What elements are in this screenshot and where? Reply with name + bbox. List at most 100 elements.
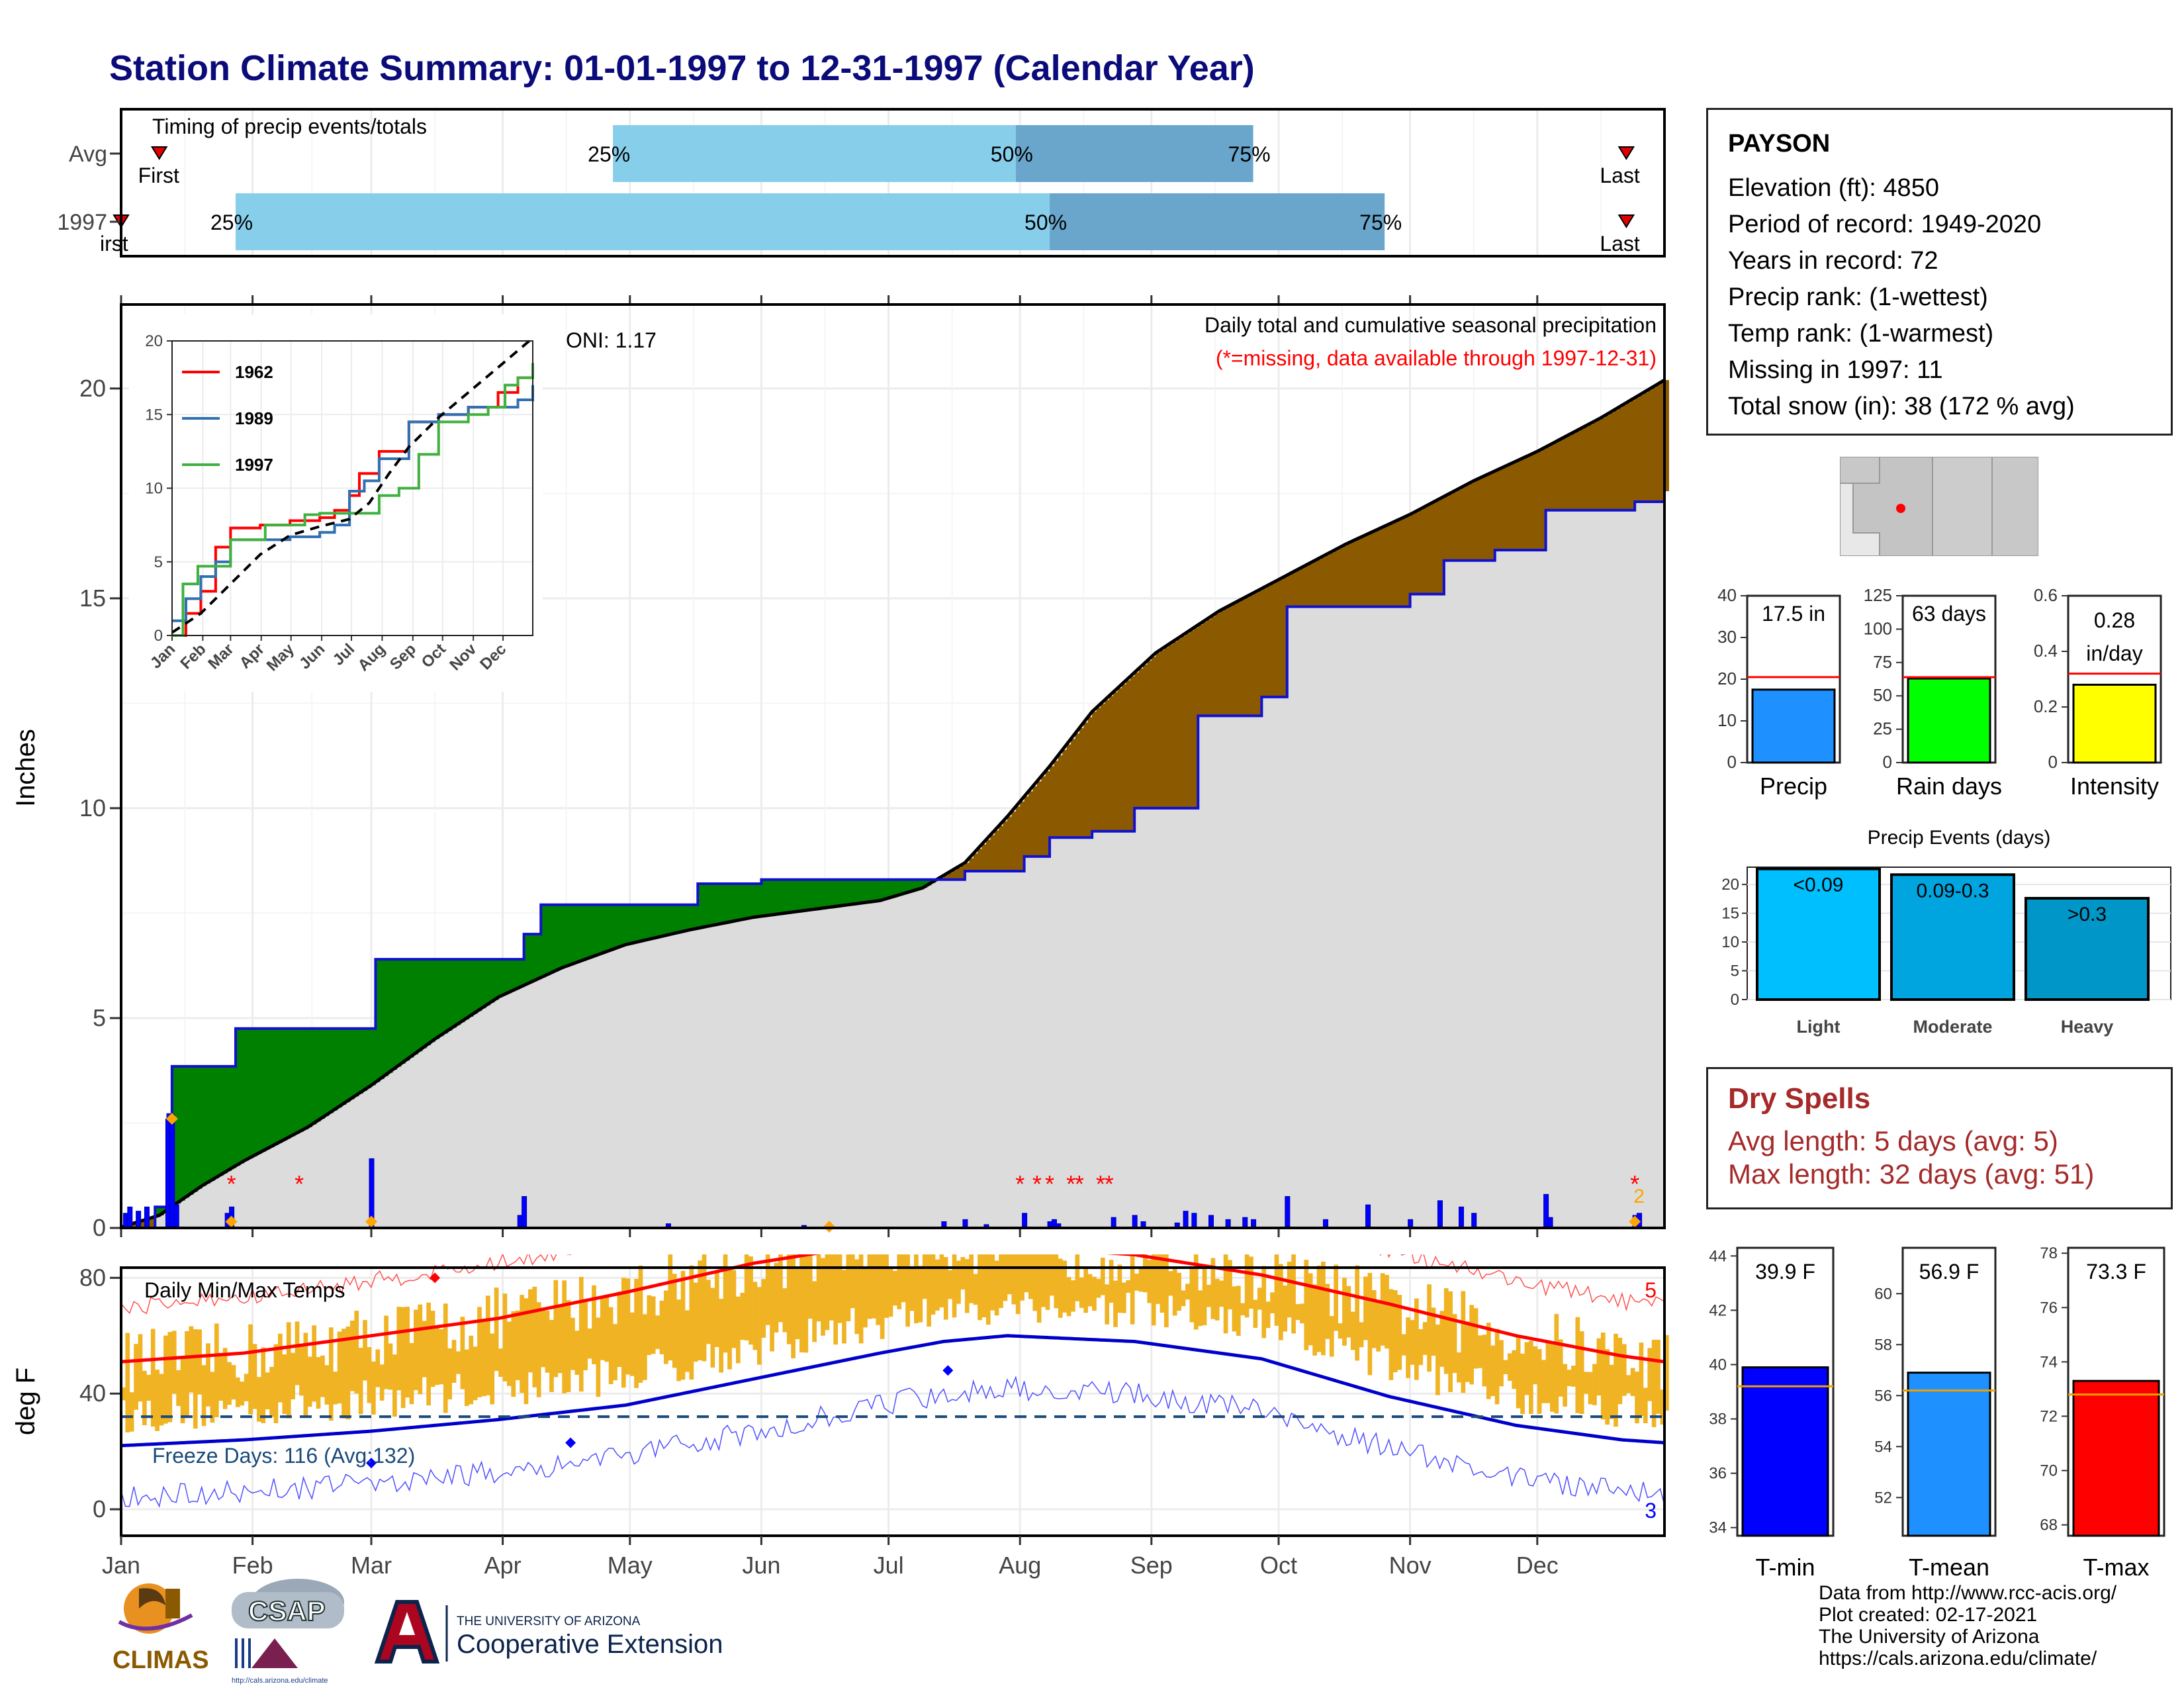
- daily-temp-bar: [1160, 1254, 1165, 1313]
- daily-temp-bar: [1274, 1254, 1279, 1326]
- missing-day-marker: *: [1015, 1170, 1024, 1197]
- daily-temp-bar: [1579, 1331, 1584, 1415]
- daily-temp-bar: [1193, 1254, 1199, 1330]
- event-bar-label: Moderate: [1913, 1017, 1992, 1037]
- cumulative-avg-line: [120, 378, 1666, 1229]
- daily-temp-bar: [985, 1254, 991, 1325]
- daily-temp-bar: [833, 1254, 839, 1345]
- daily-temp-bar: [295, 1321, 300, 1385]
- daily-temp-bar: [1228, 1260, 1232, 1309]
- daily-temp-bar: [163, 1335, 168, 1424]
- summary-bar-ytick-label: 38: [1709, 1411, 1727, 1429]
- daily-temp-bar: [1584, 1372, 1588, 1394]
- daily-temp-bar: [604, 1296, 610, 1362]
- summary-bar-ytick-label: 75: [1873, 652, 1892, 672]
- daily-precip-bar: [1242, 1217, 1248, 1229]
- daily-temp-bar: [324, 1365, 330, 1405]
- daily-precip-bar: [1471, 1213, 1477, 1229]
- page-title: Station Climate Summary: 01-01-1997 to 1…: [109, 48, 1255, 88]
- daily-temp-bar: [1630, 1368, 1635, 1396]
- daily-precip-bar: [1365, 1204, 1371, 1229]
- daily-precip-bar: [522, 1196, 527, 1229]
- daily-temp-bar: [1533, 1346, 1538, 1385]
- daily-temp-bar: [756, 1287, 762, 1365]
- daily-temp-bar: [235, 1377, 240, 1407]
- daily-temp-bar: [600, 1297, 605, 1360]
- daily-temp-bar: [1388, 1289, 1394, 1380]
- daily-temp-bar: [1214, 1279, 1220, 1321]
- ua-big-text: Cooperative Extension: [457, 1630, 723, 1659]
- daily-temp-bar: [871, 1254, 876, 1319]
- daily-temp-bar: [566, 1300, 571, 1392]
- daily-temp-bar: [549, 1319, 554, 1392]
- daily-temp-bar: [1329, 1316, 1334, 1357]
- summary-bar-label: Rain days: [1896, 773, 2002, 800]
- inset-series-line: [172, 385, 534, 622]
- daily-temp-bar: [541, 1307, 545, 1368]
- daily-temp-bar: [328, 1327, 334, 1421]
- event-bar: [1890, 873, 2015, 1001]
- below-normal-area: [121, 380, 1669, 1228]
- record-high-marker: [430, 1272, 441, 1284]
- daily-temp-bar: [1147, 1260, 1152, 1303]
- daily-temp-bar: [337, 1331, 342, 1404]
- main-ylabel: Inches: [11, 729, 40, 807]
- daily-temp-bar: [388, 1343, 393, 1390]
- daily-temp-bar: [1490, 1345, 1496, 1396]
- temp-frame: [120, 1266, 1666, 1537]
- footer-university: The University of Arizona: [1819, 1626, 2040, 1648]
- precip-events-chart: Precip Events (days) 0 5 10 15 20 <0.09 Light 0.…: [1721, 827, 2171, 1037]
- daily-temp-bar: [1507, 1353, 1512, 1382]
- daily-temp-bar: [240, 1382, 245, 1406]
- daily-temp-bar: [528, 1289, 533, 1373]
- daily-temp-bar: [570, 1317, 575, 1370]
- month-label: Aug: [999, 1552, 1041, 1579]
- daily-temp-bar: [430, 1311, 435, 1387]
- daily-temp-bar: [536, 1302, 541, 1397]
- daily-temp-bar: [1457, 1352, 1461, 1383]
- daily-precip-bar: [173, 1204, 179, 1229]
- daily-temp-bar: [685, 1310, 690, 1372]
- summary-bar-label: T-mean: [1909, 1554, 1989, 1581]
- daily-temp-bar: [265, 1372, 270, 1410]
- summary-bar-ytick-label: 50: [1873, 685, 1892, 705]
- daily-temp-bar: [1588, 1372, 1593, 1405]
- daily-precip-bar: [136, 1211, 142, 1229]
- daily-temp-bar: [1656, 1339, 1661, 1414]
- daily-temp-bar: [523, 1298, 529, 1405]
- daily-temp-bar: [1609, 1364, 1614, 1419]
- daily-temp-bar: [320, 1355, 325, 1397]
- daily-temp-bar: [1210, 1258, 1216, 1319]
- daily-temp-bar: [176, 1370, 181, 1406]
- daily-temp-bar: [999, 1254, 1003, 1308]
- daily-temp-bar: [897, 1254, 902, 1309]
- daily-temp-bar: [863, 1267, 868, 1328]
- event-bar-label: Heavy: [2061, 1017, 2114, 1037]
- snow-marker: [365, 1215, 377, 1228]
- events-title: Precip Events (days): [1868, 827, 2051, 849]
- daily-temp-bar: [1406, 1317, 1410, 1378]
- snow-marker: [225, 1215, 238, 1228]
- daily-temp-bar: [693, 1282, 698, 1362]
- ua-small-text: THE UNIVERSITY OF ARIZONA: [457, 1615, 641, 1628]
- daily-temp-bar: [485, 1295, 490, 1395]
- timing-bar-25-50: [613, 125, 1016, 182]
- daily-temp-bar: [553, 1280, 559, 1378]
- month-label: Apr: [484, 1552, 522, 1579]
- daily-temp-bar: [273, 1344, 279, 1423]
- daily-temp-bar: [740, 1293, 745, 1340]
- summary-bar-ytick-label: 20: [1717, 669, 1737, 688]
- intensity-value-label: 0.28: [2094, 608, 2135, 632]
- daily-temp-bar: [375, 1349, 381, 1387]
- daily-temp-bar: [914, 1254, 919, 1324]
- temp-panel-title: Daily Min/Max Temps: [144, 1278, 345, 1302]
- footer-url: https://cals.arizona.edu/climate/: [1819, 1648, 2097, 1669]
- daily-precip-bar: [1547, 1217, 1553, 1229]
- daily-temp-bar: [134, 1344, 138, 1410]
- inset-legend-label: 1962: [235, 362, 273, 382]
- daily-temp-bar: [1363, 1276, 1368, 1340]
- daily-temp-bar: [1096, 1279, 1101, 1298]
- daily-temp-bar: [418, 1304, 423, 1395]
- daily-precip-bar: [1191, 1213, 1197, 1229]
